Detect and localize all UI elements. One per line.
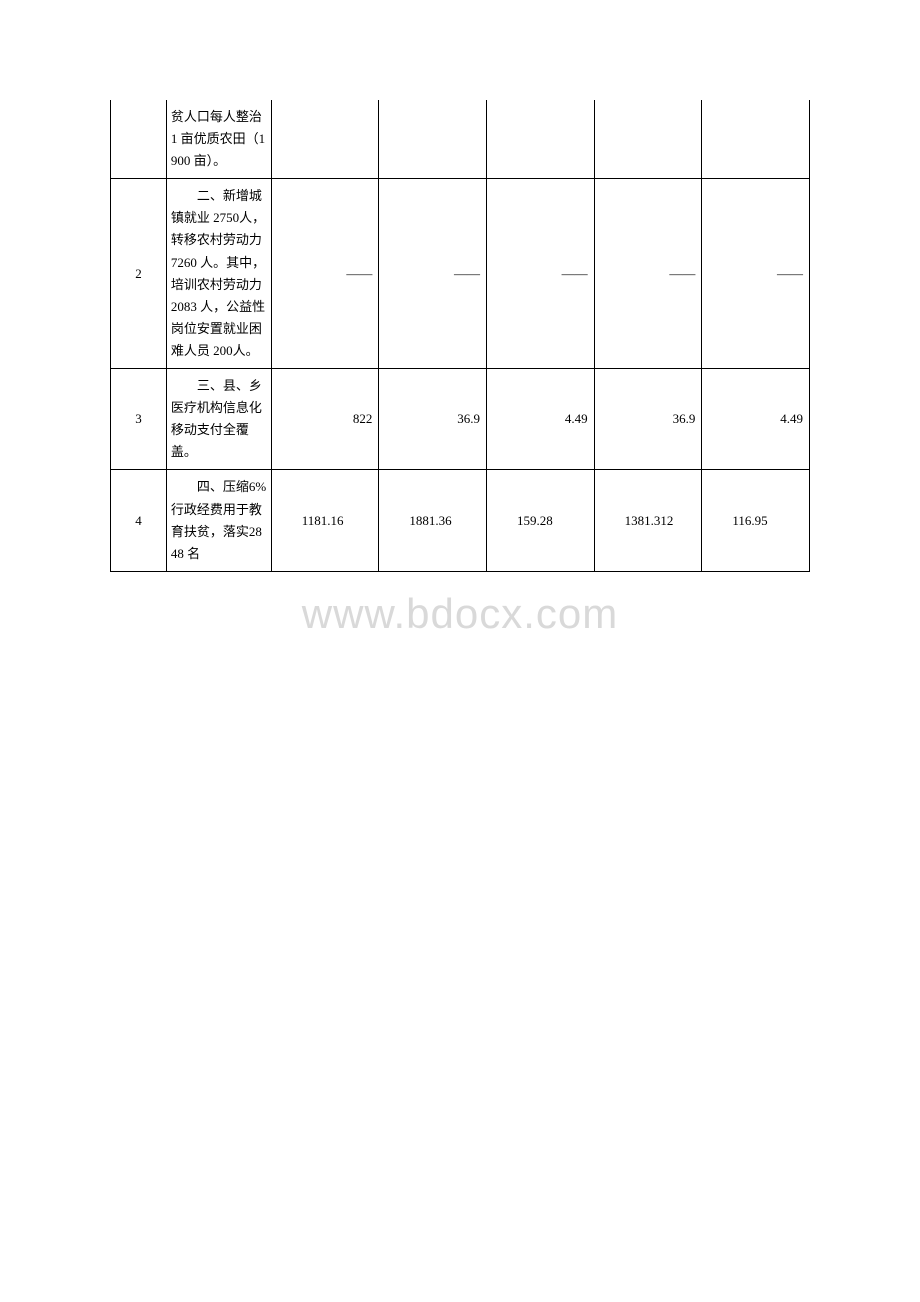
description-cell: 三、县、乡医疗机构信息化移动支付全覆盖。 [166,369,271,470]
row-number-cell [111,100,167,179]
value-cell: 1181.16 [271,470,379,571]
row-number-cell: 4 [111,470,167,571]
value-cell: —— [702,179,810,369]
value-cell: 159.28 [487,470,595,571]
value-cell: —— [379,179,487,369]
row-number-cell: 2 [111,179,167,369]
description-cell: 贫人口每人整治 1 亩优质农田（1900 亩）。 [166,100,271,179]
value-cell [702,100,810,179]
value-cell: 36.9 [379,369,487,470]
value-cell: —— [271,179,379,369]
value-cell: —— [487,179,595,369]
value-cell: 4.49 [487,369,595,470]
value-cell: 822 [271,369,379,470]
table-row: 3 三、县、乡医疗机构信息化移动支付全覆盖。82236.94.4936.94.4… [111,369,810,470]
row-number-cell: 3 [111,369,167,470]
description-cell: 四、压缩6%行政经费用于教育扶贫，落实2848 名 [166,470,271,571]
table-row: 2 二、新增城镇就业 2750人，转移农村劳动力7260 人。其中，培训农村劳动… [111,179,810,369]
value-cell [487,100,595,179]
value-cell [271,100,379,179]
watermark-text: www.bdocx.com [302,590,618,638]
table-row: 4 四、压缩6%行政经费用于教育扶贫，落实2848 名 1181.16 1881… [111,470,810,571]
value-cell [379,100,487,179]
value-cell: 4.49 [702,369,810,470]
table-row: 贫人口每人整治 1 亩优质农田（1900 亩）。 [111,100,810,179]
value-cell [594,100,702,179]
value-cell: 1881.36 [379,470,487,571]
value-cell: 1381.312 [594,470,702,571]
value-cell: —— [594,179,702,369]
data-table: 贫人口每人整治 1 亩优质农田（1900 亩）。2 二、新增城镇就业 2750人… [110,100,810,572]
description-cell: 二、新增城镇就业 2750人，转移农村劳动力7260 人。其中，培训农村劳动力2… [166,179,271,369]
value-cell: 116.95 [702,470,810,571]
value-cell: 36.9 [594,369,702,470]
table-container: 贫人口每人整治 1 亩优质农田（1900 亩）。2 二、新增城镇就业 2750人… [110,100,810,572]
